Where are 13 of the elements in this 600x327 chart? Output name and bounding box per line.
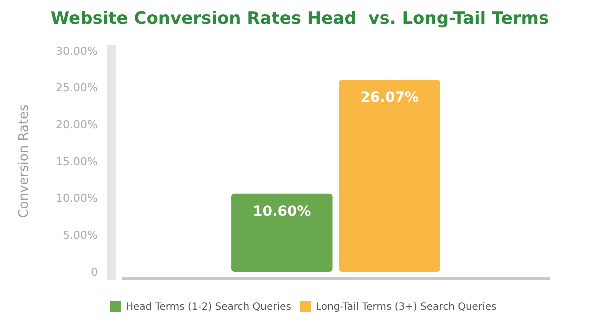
y-axis-title: Conversion Rates xyxy=(17,104,32,218)
y-tick-label: 25.00% xyxy=(56,82,98,95)
data-label: 10.60% xyxy=(253,204,312,220)
legend-label: Long-Tail Terms (3+) Search Queries xyxy=(316,302,497,313)
y-tick-label: 20.00% xyxy=(56,118,98,132)
chart-title: Website Conversion Rates Head vs. Long-Tail Terms xyxy=(50,9,550,29)
y-tick-label: 15.00% xyxy=(56,155,98,168)
y-tick-label: 0 xyxy=(91,266,98,279)
y-tick-label: 10.00% xyxy=(56,192,98,206)
y-tick-label: 5.00% xyxy=(63,229,98,242)
y-tick-label: 30.00% xyxy=(56,44,98,58)
legend-label: Head Terms (1-2) Search Queries xyxy=(126,302,292,313)
data-label: 26.07% xyxy=(360,90,419,106)
